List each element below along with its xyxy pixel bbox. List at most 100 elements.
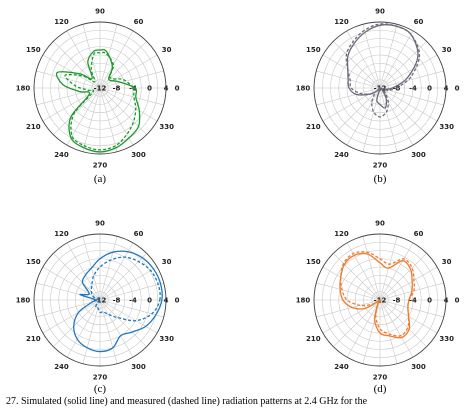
grid-spoke <box>53 253 101 301</box>
angle-tick-label: 90 <box>95 8 105 16</box>
grid-spoke <box>362 236 381 301</box>
grid-spoke <box>379 87 427 135</box>
simulated-pattern-trace <box>55 49 141 153</box>
angle-tick-label: 210 <box>306 123 321 131</box>
angle-tick-label: 30 <box>162 258 172 266</box>
angle-tick-label: 90 <box>375 8 385 16</box>
grid-spoke <box>66 299 101 358</box>
grid-spoke <box>99 299 134 358</box>
grid-spoke <box>99 70 164 89</box>
measured-pattern-trace <box>64 51 137 151</box>
grid-spoke <box>333 41 381 89</box>
grid-spoke <box>379 87 444 106</box>
radial-tick-label: -12 <box>94 85 107 93</box>
angle-tick-label: 210 <box>306 335 321 343</box>
angle-tick-label: 30 <box>162 46 172 54</box>
angle-tick-label: 60 <box>134 230 144 238</box>
angle-tick-label: 180 <box>296 297 311 305</box>
angle-tick-label: 210 <box>26 123 41 131</box>
radial-tick-label: -8 <box>113 85 121 93</box>
grid-spoke <box>99 41 147 89</box>
grid-spoke <box>42 266 101 301</box>
angle-tick-label: 240 <box>54 363 69 371</box>
angle-tick-label: 60 <box>134 18 144 26</box>
angle-tick-label: 0 <box>455 85 460 93</box>
angle-tick-label: 120 <box>54 18 69 26</box>
angle-tick-label: 60 <box>414 230 424 238</box>
grid-spoke <box>346 30 381 89</box>
angle-tick-label: 270 <box>373 162 388 170</box>
measured-pattern-trace <box>90 256 161 322</box>
grid-spoke <box>316 299 381 318</box>
radial-tick-label: -8 <box>113 297 121 305</box>
angle-tick-label: 270 <box>93 162 108 170</box>
angle-tick-label: 300 <box>411 363 426 371</box>
grid-spoke <box>99 299 164 318</box>
grid-spoke <box>99 87 158 122</box>
radial-tick-label: 0 <box>147 85 152 93</box>
outer-ring <box>313 21 447 155</box>
grid-spoke <box>346 87 381 146</box>
angle-tick-label: 120 <box>54 230 69 238</box>
angle-tick-label: 270 <box>93 374 108 382</box>
radial-tick-label: -4 <box>129 297 137 305</box>
grid-spoke <box>379 299 444 318</box>
grid-spoke <box>379 70 444 89</box>
grid-spoke <box>346 299 381 358</box>
radial-tick-label: 4 <box>164 85 169 93</box>
grid-spoke <box>379 299 427 347</box>
grid-spoke <box>379 24 398 89</box>
radial-tick-label: 4 <box>164 297 169 305</box>
outer-ring <box>33 233 167 367</box>
angle-tick-label: 0 <box>175 85 180 93</box>
grid-spoke <box>99 236 118 301</box>
panel-label: (d) <box>374 383 387 395</box>
grid-spoke <box>66 30 101 89</box>
panel-label: (c) <box>94 383 107 395</box>
angle-tick-label: 210 <box>26 335 41 343</box>
angle-tick-label: 120 <box>334 230 349 238</box>
grid-spoke <box>99 54 158 89</box>
grid-spoke <box>42 299 101 334</box>
measured-pattern-trace <box>345 23 421 118</box>
radial-tick-label: 0 <box>427 85 432 93</box>
angle-tick-label: 330 <box>159 335 174 343</box>
grid-spoke <box>99 266 158 301</box>
grid-spoke <box>42 54 101 89</box>
angle-tick-label: 150 <box>26 46 41 54</box>
grid-spoke <box>316 87 381 106</box>
grid-spoke <box>379 266 438 301</box>
grid-spoke <box>99 282 164 301</box>
radial-tick-label: -8 <box>393 297 401 305</box>
grid-spoke <box>82 299 101 364</box>
grid-spoke <box>99 253 147 301</box>
grid-spoke <box>316 282 381 301</box>
angle-tick-label: 150 <box>26 258 41 266</box>
angle-tick-label: 330 <box>439 335 454 343</box>
grid-spoke <box>379 87 414 146</box>
panel-label: (b) <box>374 173 387 185</box>
angle-tick-label: 150 <box>306 258 321 266</box>
grid-spoke <box>333 253 381 301</box>
angle-tick-label: 120 <box>334 18 349 26</box>
grid-spoke <box>346 242 381 301</box>
angle-tick-label: 300 <box>411 151 426 159</box>
radial-tick-label: -4 <box>409 85 417 93</box>
grid-spoke <box>99 87 118 152</box>
angle-tick-label: 30 <box>442 46 452 54</box>
grid-spoke <box>66 242 101 301</box>
angle-tick-label: 330 <box>439 123 454 131</box>
simulated-pattern-trace <box>73 250 163 353</box>
angle-tick-label: 150 <box>306 46 321 54</box>
radial-tick-label: -12 <box>94 297 107 305</box>
grid-spoke <box>333 87 381 135</box>
grid-spoke <box>99 87 164 106</box>
outer-ring <box>33 21 167 155</box>
grid-spoke <box>379 299 414 358</box>
radial-tick-label: 4 <box>444 297 449 305</box>
radial-tick-label: 0 <box>427 297 432 305</box>
